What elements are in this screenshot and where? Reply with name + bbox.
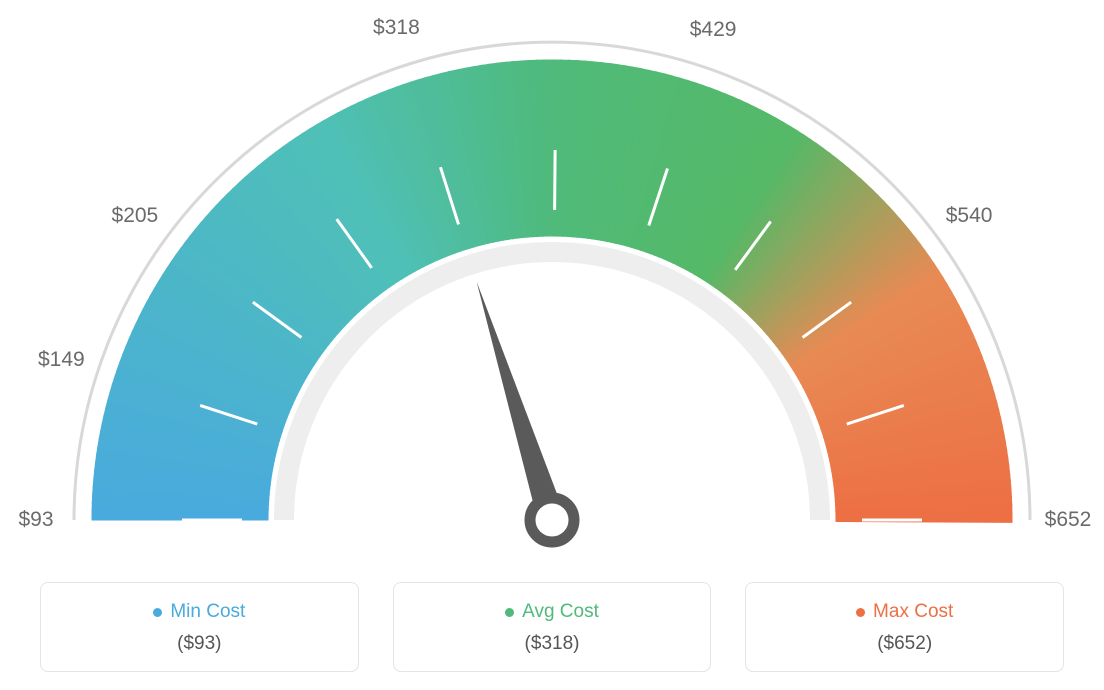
legend-title-avg: Avg Cost <box>505 601 599 623</box>
legend-card-max: Max Cost ($652) <box>745 582 1064 672</box>
legend-title-max: Max Cost <box>856 601 953 623</box>
legend-label-max: Max Cost <box>873 601 953 623</box>
legend-dot-avg <box>505 608 514 617</box>
legend-title-min: Min Cost <box>153 601 245 623</box>
gauge-tick-label: $429 <box>690 18 737 42</box>
gauge-tick-label: $652 <box>1045 508 1092 532</box>
gauge-tick-label: $93 <box>18 508 53 532</box>
cost-gauge-container: $93 $149 $205 $318 $429 $540 $652 Min Cost ($9… <box>0 0 1104 690</box>
legend-dot-max <box>856 608 865 617</box>
legend-value-min: ($93) <box>51 633 348 655</box>
gauge-svg <box>0 0 1104 560</box>
legend-card-min: Min Cost ($93) <box>40 582 359 672</box>
legend-value-max: ($652) <box>756 633 1053 655</box>
legend-row: Min Cost ($93) Avg Cost ($318) Max Cost … <box>0 582 1104 672</box>
gauge-tick-label: $205 <box>112 204 159 228</box>
legend-label-avg: Avg Cost <box>522 601 599 623</box>
gauge-chart: $93 $149 $205 $318 $429 $540 $652 <box>0 0 1104 560</box>
gauge-tick-label: $540 <box>946 204 993 228</box>
gauge-tick-label: $318 <box>373 16 420 40</box>
gauge-tick-label: $149 <box>38 348 85 372</box>
legend-card-avg: Avg Cost ($318) <box>393 582 712 672</box>
legend-label-min: Min Cost <box>170 601 245 623</box>
legend-dot-min <box>153 608 162 617</box>
legend-value-avg: ($318) <box>404 633 701 655</box>
